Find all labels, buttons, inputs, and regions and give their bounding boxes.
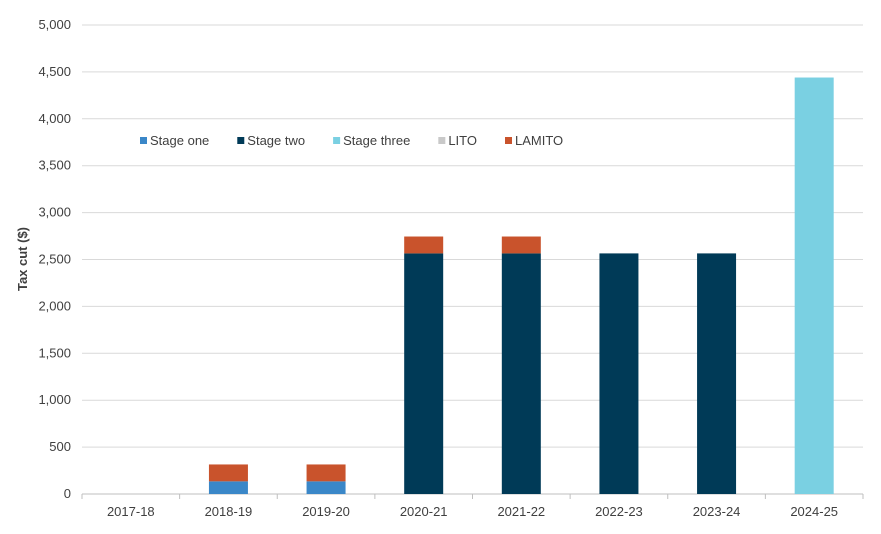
- y-tick-label: 0: [64, 486, 71, 501]
- bar-segment-stage-one: [306, 481, 346, 494]
- legend-swatch: [505, 137, 512, 144]
- bar-segment-stage-three: [794, 77, 834, 494]
- bars: [208, 77, 834, 494]
- bar-segment-lamito: [501, 236, 541, 254]
- y-axis: 0 500 1,000 1,500 2,000 2,500 3,000 3,500 4,000 4…: [38, 17, 71, 501]
- legend-label: Stage three: [343, 133, 410, 148]
- bar-segment-lamito: [404, 236, 444, 254]
- legend-item: LAMITO: [505, 133, 563, 148]
- gridlines: [82, 24, 863, 495]
- y-tick-label: 4,500: [38, 64, 71, 79]
- x-tick-label: 2020-21: [400, 504, 448, 519]
- bar-segment-stage-one: [208, 481, 248, 494]
- y-tick-label: 3,500: [38, 158, 71, 173]
- legend-label: Stage two: [247, 133, 305, 148]
- y-axis-title: Tax cut ($): [15, 227, 30, 291]
- y-tick-label: 1,500: [38, 345, 71, 360]
- y-tick-label: 1,000: [38, 392, 71, 407]
- y-tick-label: 3,000: [38, 205, 71, 220]
- y-tick-label: 2,500: [38, 252, 71, 267]
- bar-segment-lamito: [306, 464, 346, 482]
- legend-label: Stage one: [150, 133, 209, 148]
- legend-item: Stage one: [140, 133, 209, 148]
- legend: Stage one Stage two Stage three LITO LAMITO: [140, 133, 563, 148]
- bar-segment-stage-two: [697, 253, 737, 494]
- legend-item: Stage three: [333, 133, 410, 148]
- bar-segment-stage-two: [501, 253, 541, 494]
- legend-swatch: [333, 137, 341, 144]
- legend-swatch: [140, 137, 147, 144]
- x-tick-label: 2019-20: [302, 504, 350, 519]
- x-tick-label: 2021-22: [497, 504, 545, 519]
- x-tick-label: 2017-18: [107, 504, 155, 519]
- x-axis: 2017-18 2018-19 2019-20 2020-21 2021-22 2022-…: [81, 494, 864, 519]
- bar-segment-stage-two: [599, 253, 639, 494]
- legend-swatch: [438, 137, 446, 144]
- x-tick-label: 2022-23: [595, 504, 643, 519]
- y-tick-label: 2,000: [38, 298, 71, 313]
- bar-segment-lamito: [208, 464, 248, 482]
- y-tick-label: 5,000: [38, 17, 71, 32]
- bar-segment-stage-two: [404, 253, 444, 494]
- y-tick-label: 500: [49, 439, 71, 454]
- legend-item: LITO: [438, 133, 477, 148]
- x-tick-label: 2024-25: [790, 504, 838, 519]
- x-tick-label: 2018-19: [205, 504, 253, 519]
- legend-item: Stage two: [237, 133, 305, 148]
- y-tick-label: 4,000: [38, 111, 71, 126]
- legend-label: LITO: [448, 133, 477, 148]
- legend-swatch: [237, 137, 245, 144]
- x-tick-label: 2023-24: [693, 504, 741, 519]
- legend-label: LAMITO: [515, 133, 563, 148]
